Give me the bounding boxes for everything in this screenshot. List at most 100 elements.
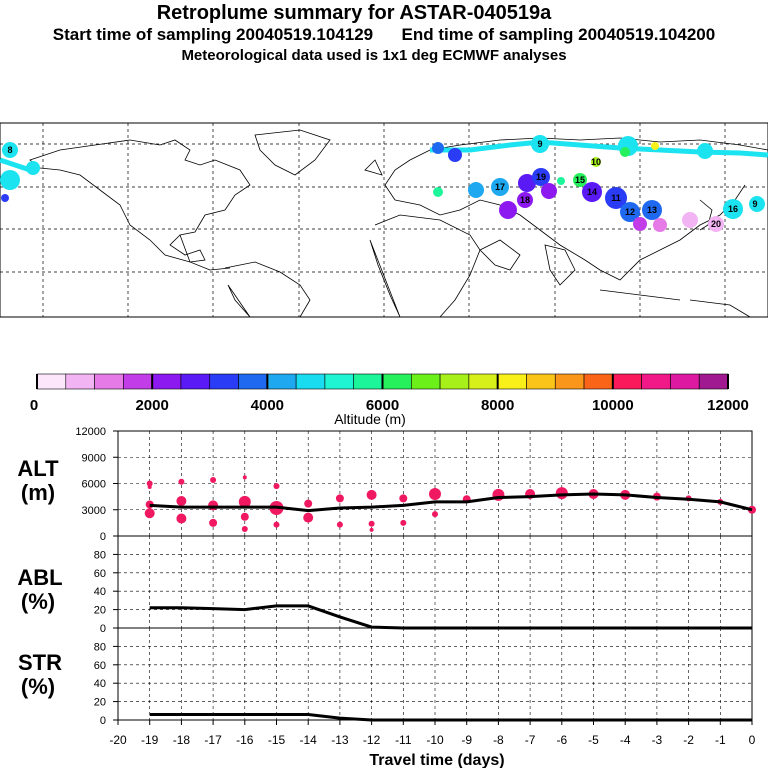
x-tick-label: -16 (236, 733, 254, 747)
cluster-point (304, 499, 313, 508)
plume-point (517, 192, 533, 208)
plume-track (0, 135, 768, 232)
str-ylabel-line2: (%) (21, 674, 55, 699)
y-tick-label: 12000 (75, 426, 106, 438)
cluster-point (335, 494, 344, 503)
y-tick-label: 20 (94, 697, 106, 709)
x-tick-label: -11 (395, 733, 412, 747)
plume-point (541, 183, 557, 199)
colorbar-tick-label: 4000 (251, 397, 284, 414)
colorbar-cell (94, 373, 124, 390)
plume-point (582, 182, 602, 202)
colorbar-cell (410, 373, 441, 390)
cluster-point (238, 495, 251, 508)
plume-labels: 8 9 9 10 11 12 13 14 15 16 17 18 19 20 (7, 139, 757, 229)
cluster-point (147, 485, 152, 489)
y-tick-label: 80 (94, 641, 106, 653)
abl-series-line (149, 604, 752, 630)
cluster-point (209, 518, 218, 527)
x-tick-label: -7 (525, 733, 536, 747)
colorbar-cell (65, 373, 95, 390)
plume-point (573, 173, 587, 187)
cluster-point (555, 487, 568, 500)
alt-series-line (149, 492, 753, 513)
plume-point (557, 177, 565, 185)
colorbar-cell (554, 373, 585, 390)
colorbar-tick-label: 2000 (135, 397, 168, 414)
colorbar-cell (468, 373, 498, 390)
cluster-point (176, 496, 187, 506)
colorbar-cell (698, 373, 729, 390)
x-tick-label: -3 (652, 733, 663, 747)
plume-point (708, 216, 724, 232)
plume-point (620, 147, 630, 157)
axis-labels: ALT (m) ABL (%) STR (%) Travel time (day… (17, 456, 504, 768)
colorbar-cell (36, 373, 67, 390)
cluster-point (240, 512, 249, 521)
x-tick-label: -6 (556, 733, 567, 747)
abl-ylabel-line2: (%) (21, 589, 55, 614)
cluster-point (336, 521, 343, 528)
colorbar-cell (238, 373, 268, 390)
y-tick-label: 40 (94, 586, 106, 598)
abl-panel: 0 20 40 60 80 (94, 535, 753, 635)
y-tick-label: 80 (94, 549, 106, 561)
plume-point (653, 218, 667, 232)
plume-point (0, 170, 20, 190)
colorbar-cell (526, 373, 556, 390)
plume-point (2, 142, 18, 158)
str-ylabel-line1: STR (18, 650, 62, 675)
y-tick-label: 6000 (82, 479, 106, 491)
plume-point (591, 157, 601, 167)
plume-point (433, 187, 443, 197)
cluster-point (242, 475, 247, 480)
plume-point (1, 194, 9, 202)
x-tick-label: -9 (461, 733, 472, 747)
colorbar-cell (439, 373, 470, 390)
plume-label-11: 11 (611, 193, 621, 203)
alt-ylabel-line2: (m) (21, 480, 55, 505)
colorbar-tick-label: 8000 (481, 397, 514, 414)
colorbar-tick-label: 0 (30, 397, 38, 414)
x-tick-label: -5 (588, 733, 599, 747)
plume-label-12: 12 (625, 207, 635, 217)
plume-point (468, 182, 484, 198)
x-tick-label: -4 (620, 733, 631, 747)
x-tick-label: -8 (493, 733, 504, 747)
plume-label-8: 8 (7, 145, 12, 155)
plume-point (499, 201, 517, 219)
plume-point (651, 142, 659, 150)
plume-point (723, 199, 743, 219)
cluster-point (178, 478, 185, 485)
plume-label-18: 18 (520, 195, 530, 205)
y-tick-label: 40 (94, 678, 106, 690)
cluster-point (176, 513, 187, 524)
x-tick-label: -12 (363, 733, 381, 747)
x-tick-label: -19 (141, 733, 159, 747)
colorbar-cell (497, 373, 527, 390)
cluster-point (273, 483, 280, 490)
plume-label-16: 16 (728, 204, 738, 214)
cluster-point (429, 488, 441, 500)
plume-point (620, 202, 640, 222)
y-tick-label: 3000 (82, 505, 106, 517)
plume-point (697, 143, 713, 159)
cluster-point (303, 512, 314, 523)
x-tick-label: -20 (109, 733, 127, 747)
plume-point (448, 148, 462, 162)
world-map: 8 9 9 10 11 12 13 14 15 16 17 18 19 20 (0, 122, 768, 318)
plume-point (432, 142, 444, 154)
plume-point (491, 178, 509, 196)
coastlines (29, 129, 768, 318)
cluster-point (432, 511, 438, 518)
x-tick-label: -2 (683, 733, 694, 747)
plume-label-9: 9 (537, 139, 542, 149)
x-tick-label: -10 (426, 733, 444, 747)
cluster-point (366, 489, 377, 500)
plume-point (532, 168, 550, 186)
start-sampling-text: Start time of sampling 20040519.104129 (52, 25, 374, 44)
plume-point (605, 187, 627, 209)
x-tick-label: 0 (749, 733, 756, 747)
plume-point (682, 212, 698, 228)
